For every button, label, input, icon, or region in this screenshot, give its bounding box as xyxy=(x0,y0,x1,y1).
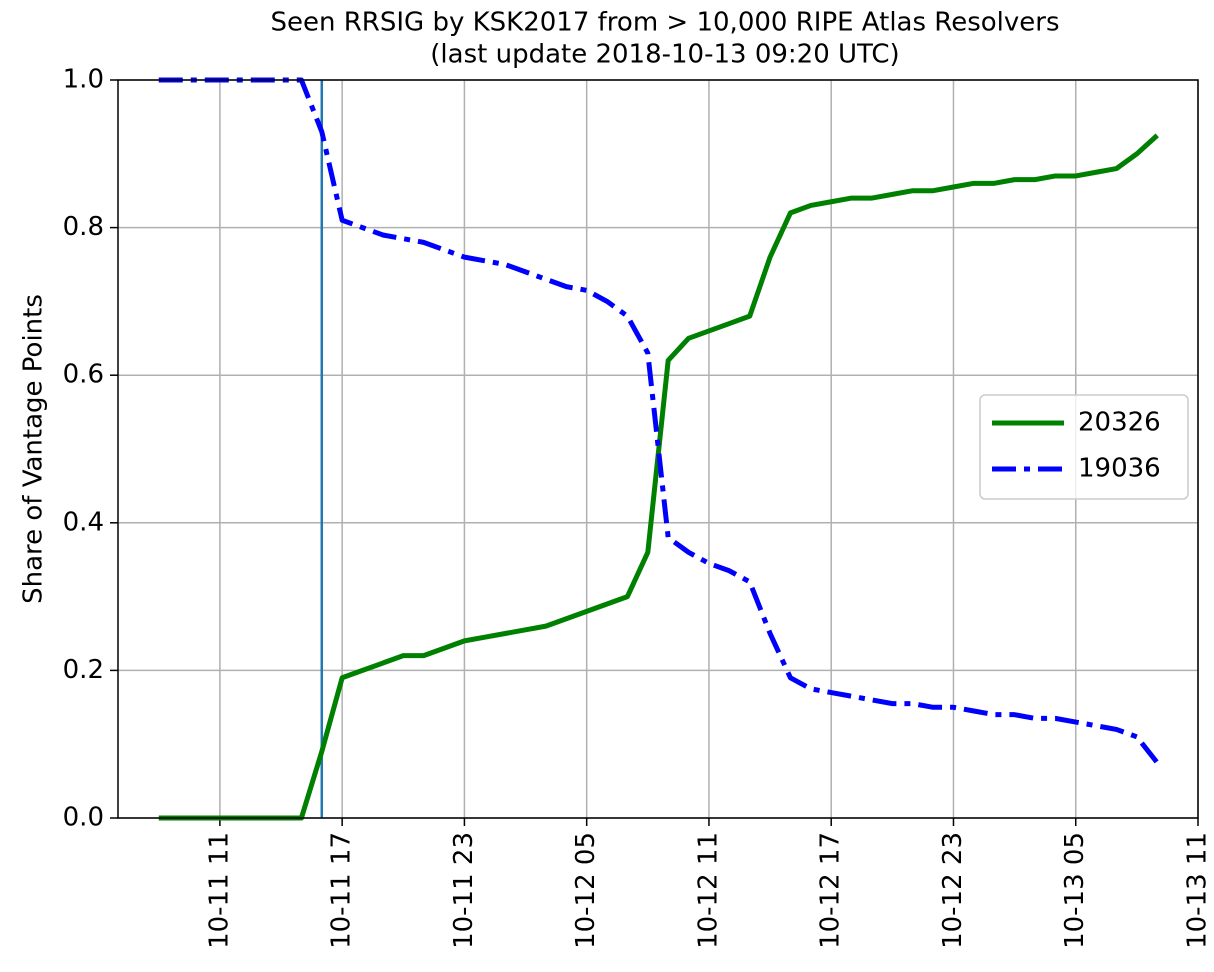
legend-label: 19036 xyxy=(1078,454,1161,484)
y-tick-label: 0.6 xyxy=(63,360,104,390)
y-tick-label: 0.0 xyxy=(63,803,104,833)
x-tick-label: 10-12 17 xyxy=(816,832,846,949)
y-tick-label: 0.8 xyxy=(63,212,104,242)
x-tick-label: 10-11 17 xyxy=(327,832,357,949)
legend-label: 20326 xyxy=(1078,408,1161,438)
x-tick-label: 10-13 11 xyxy=(1183,832,1213,949)
x-tick-label: 10-11 11 xyxy=(204,832,234,949)
x-tick-label: 10-13 05 xyxy=(1060,832,1090,949)
chart-subtitle: (last update 2018-10-13 09:20 UTC) xyxy=(430,40,899,70)
x-tick-label: 10-12 23 xyxy=(938,832,968,949)
x-tick-label: 10-12 05 xyxy=(571,832,601,949)
y-axis-label: Share of Vantage Points xyxy=(19,294,49,604)
chart-title: Seen RRSIG by KSK2017 from > 10,000 RIPE… xyxy=(271,8,1060,38)
y-tick-label: 0.2 xyxy=(63,655,104,685)
x-tick-label: 10-12 11 xyxy=(693,832,723,949)
y-tick-label: 0.4 xyxy=(63,507,104,537)
y-tick-label: 1.0 xyxy=(63,65,104,95)
x-tick-label: 10-11 23 xyxy=(449,832,479,949)
plot-frame xyxy=(117,79,1199,819)
data-line xyxy=(158,77,1160,765)
